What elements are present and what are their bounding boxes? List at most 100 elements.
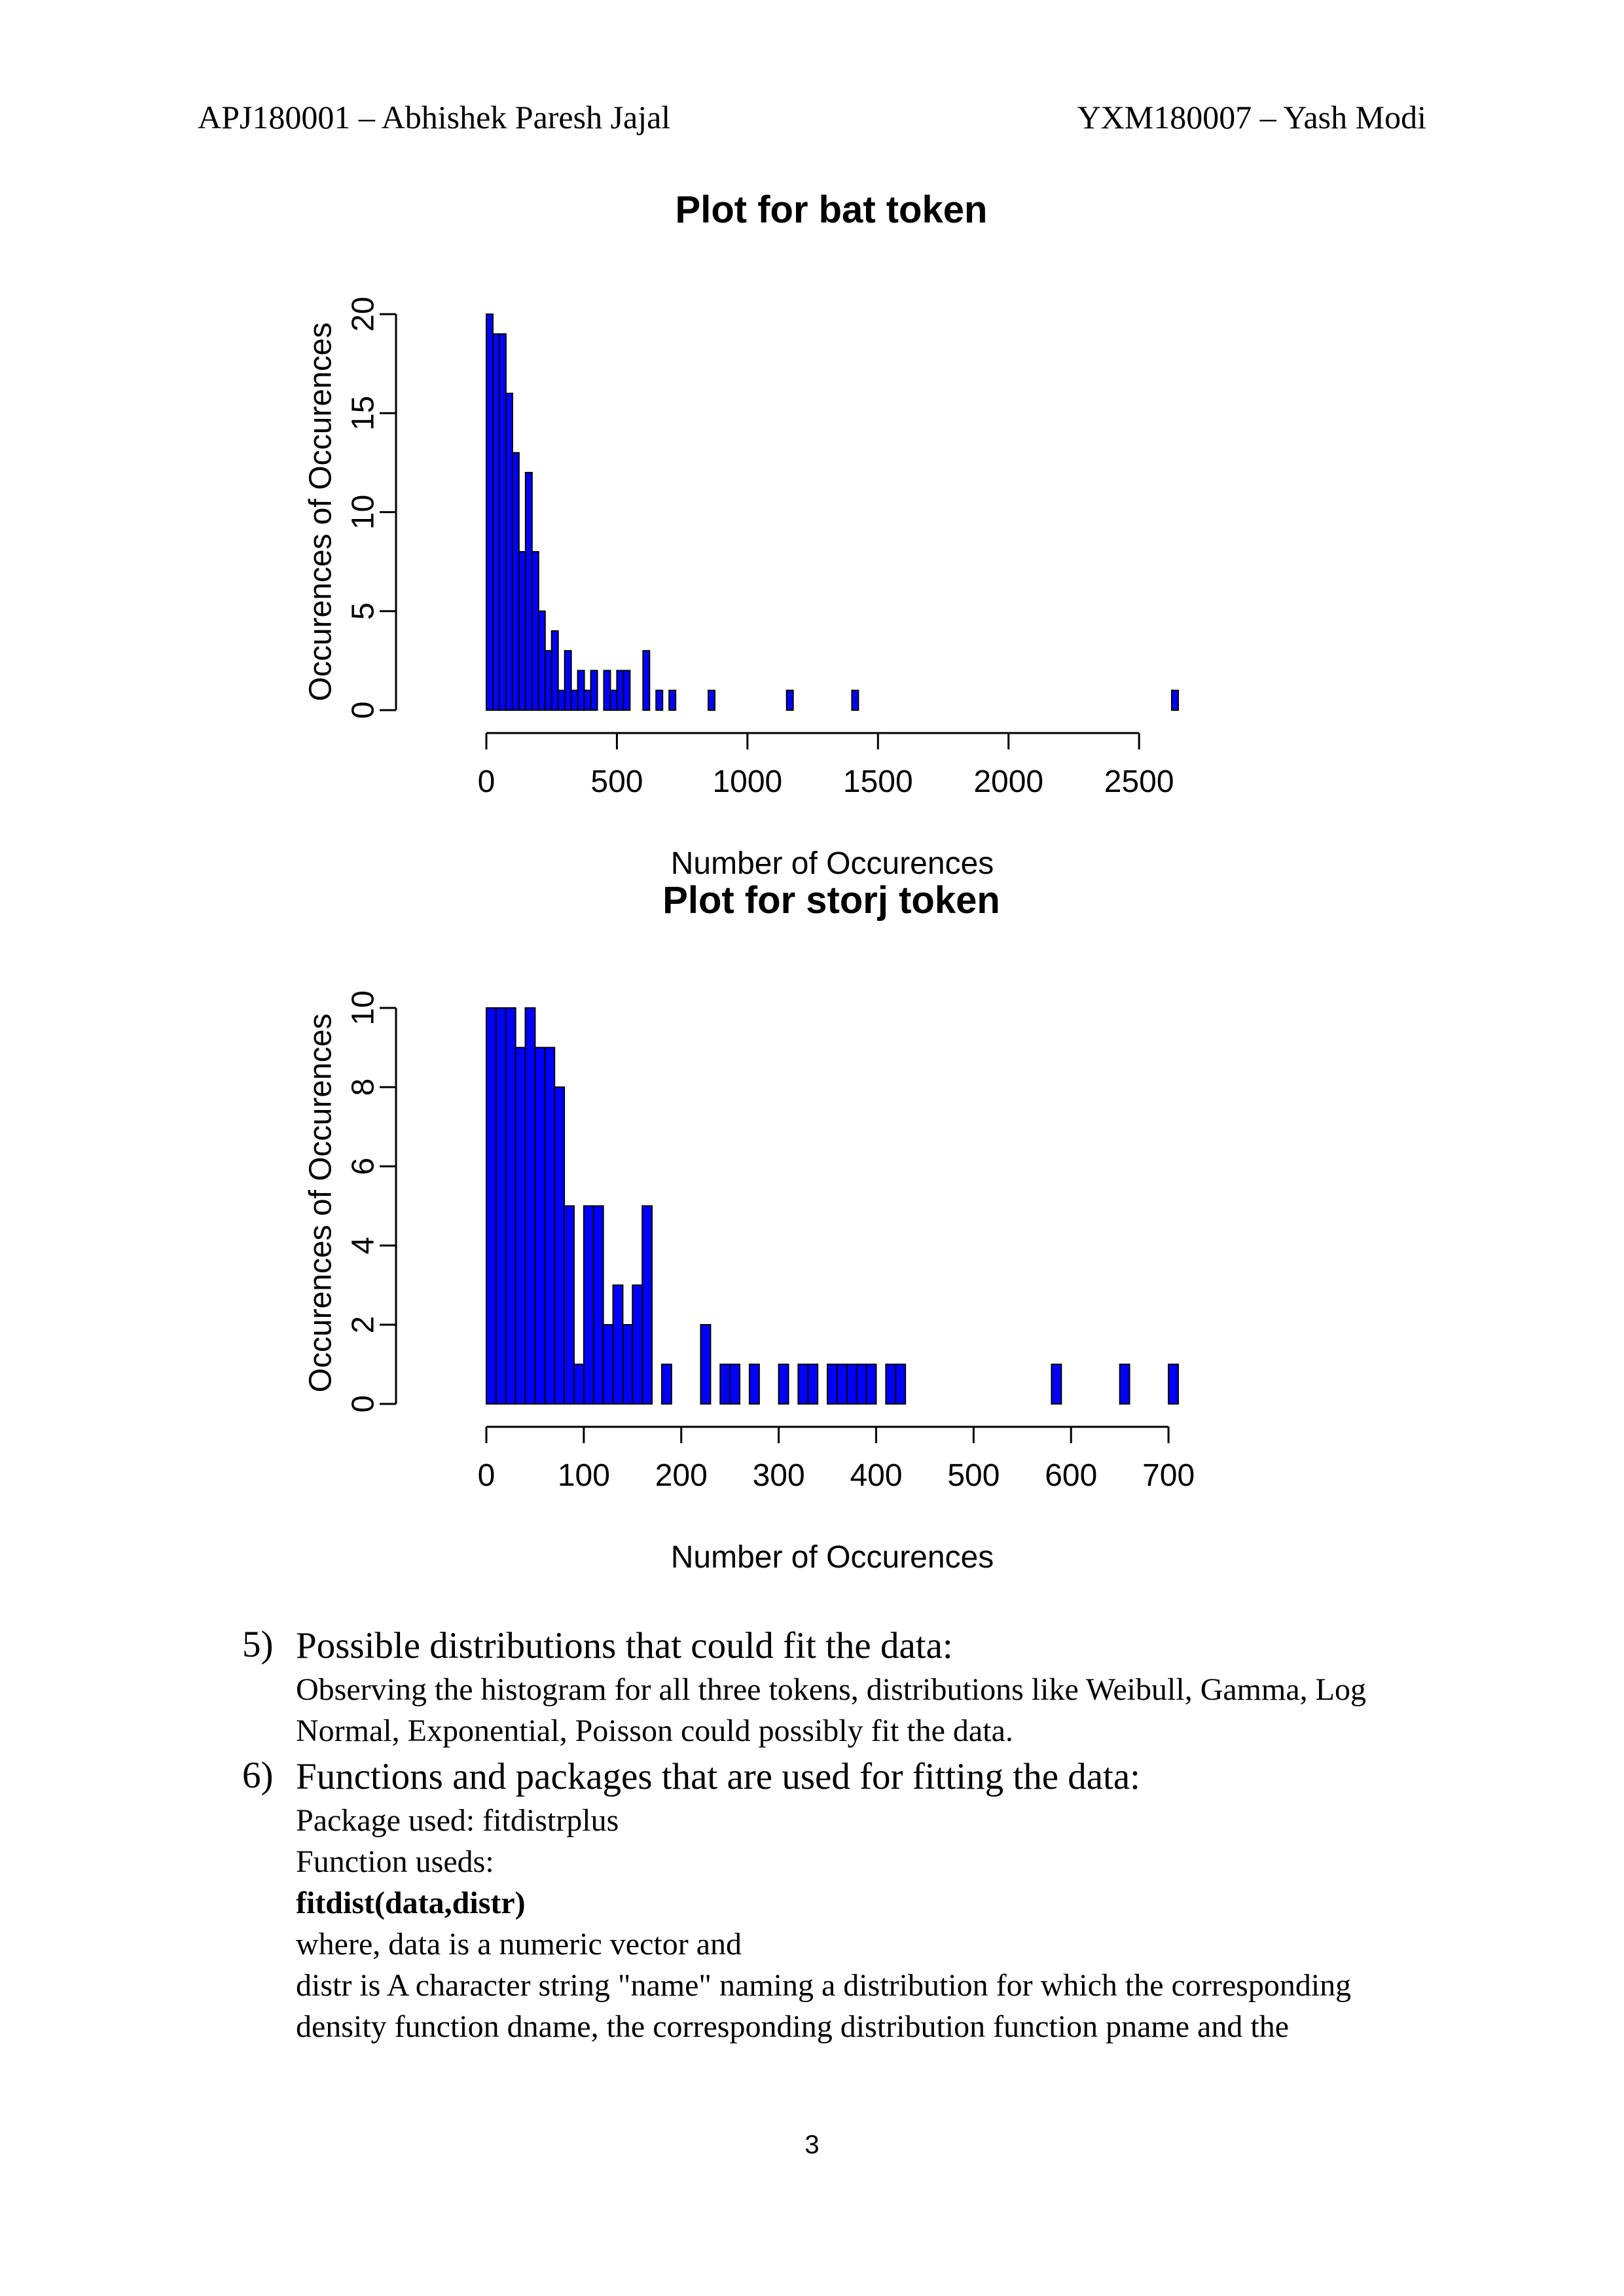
y-tick-label: 10	[346, 990, 381, 1025]
histogram-bar	[729, 1363, 741, 1405]
y-tick-label: 10	[346, 495, 381, 529]
histogram-bar	[668, 689, 677, 711]
y-tick-label: 4	[346, 1237, 381, 1255]
histogram-bar	[495, 1007, 507, 1405]
histogram-bar	[836, 1363, 848, 1405]
section-5-line-1: Observing the histogram for all three to…	[296, 1672, 1366, 1707]
chart-title: Plot for storj token	[662, 879, 1000, 922]
x-tick-label: 1000	[712, 764, 782, 799]
x-tick-label: 600	[1045, 1458, 1097, 1493]
y-tick-label: 8	[346, 1079, 381, 1096]
histogram-bar	[603, 670, 611, 711]
histogram-bar	[602, 1324, 614, 1405]
histogram-bar	[564, 650, 572, 711]
y-tick-label: 2	[346, 1316, 381, 1334]
x-tick-label: 2000	[973, 764, 1043, 799]
histogram-bar	[554, 1086, 566, 1405]
x-tick-label: 200	[655, 1458, 708, 1493]
histogram-bar	[505, 393, 513, 711]
y-axis-label: Occurences of Occurences	[304, 323, 338, 702]
histogram-bar	[592, 1205, 604, 1405]
histogram-bar	[865, 1363, 877, 1405]
section-5-line-2: Normal, Exponential, Poisson could possi…	[296, 1713, 1013, 1748]
section-5-title: Possible distributions that could fit th…	[296, 1625, 953, 1666]
histogram-bar	[616, 670, 624, 711]
histogram-bar	[550, 630, 559, 711]
histogram-bar	[609, 689, 618, 711]
histogram-bar	[1171, 689, 1180, 711]
chart-title: Plot for bat token	[676, 190, 988, 231]
histogram-bar	[534, 1047, 546, 1405]
histogram-bar	[612, 1284, 624, 1405]
histogram-bar	[655, 689, 664, 711]
histogram-bar	[895, 1363, 907, 1405]
histogram-bar	[486, 314, 494, 711]
histogram-bar	[719, 1363, 731, 1405]
histogram-bar	[856, 1363, 867, 1405]
page-number: 3	[804, 2130, 820, 2159]
body-text: 5) Possible distributions that could fit…	[242, 1623, 1434, 2047]
y-tick-label: 6	[346, 1158, 381, 1175]
x-tick-label: 2500	[1104, 764, 1174, 799]
section-6-number: 6)	[242, 1755, 274, 1796]
histogram-bar	[708, 689, 716, 711]
x-tick-label: 400	[850, 1458, 902, 1493]
histogram-bar	[544, 1047, 556, 1405]
section-5-number: 5)	[242, 1624, 274, 1665]
x-tick-label: 500	[947, 1458, 1000, 1493]
function-label-line: Function useds:	[296, 1844, 494, 1879]
histogram-bar	[570, 689, 579, 711]
histogram-bar	[524, 1007, 536, 1405]
x-axis-label: Number of Occurences	[671, 846, 994, 881]
histogram-bar	[557, 689, 566, 711]
histogram-bar	[660, 1363, 672, 1405]
histogram-bar	[1051, 1363, 1062, 1405]
histogram-bar	[827, 1363, 838, 1405]
histogram-bar	[486, 1007, 497, 1405]
histogram-bar	[583, 1205, 594, 1405]
histogram-bar	[778, 1363, 789, 1405]
package-line: Package used: fitdistrplus	[296, 1803, 619, 1838]
histogram-bar	[524, 472, 533, 711]
histogram-bar	[807, 1363, 819, 1405]
bat-token-histogram: Plot for bat token 0 5 10 15 20 0 500 1000 1500 20…	[304, 190, 1180, 881]
x-tick-label: 0	[478, 1458, 496, 1493]
x-tick-label: 700	[1142, 1458, 1195, 1493]
histogram-bar	[583, 689, 592, 711]
distr-param-line-2: density function dname, the correspondin…	[296, 2009, 1289, 2044]
histogram-bar	[537, 610, 546, 711]
y-tick-label: 20	[346, 296, 381, 331]
histogram-bar	[564, 1205, 575, 1405]
y-tick-label: 5	[346, 602, 381, 620]
histogram-bar	[885, 1363, 897, 1405]
histogram-bar	[573, 1363, 585, 1405]
section-6-title: Functions and packages that are used for…	[296, 1756, 1141, 1797]
histogram-bar	[641, 1205, 653, 1405]
histogram-bar	[505, 1007, 516, 1405]
header-right: YXM180007 – Yash Modi	[1077, 99, 1426, 135]
histogram-bar	[511, 452, 520, 711]
header-left: APJ180001 – Abhishek Paresh Jajal	[198, 99, 671, 135]
function-signature: fitdist(data,distr)	[296, 1886, 526, 1920]
x-tick-label: 300	[753, 1458, 805, 1493]
histogram-bar	[498, 333, 507, 711]
histogram-bar	[1119, 1363, 1130, 1405]
y-tick-label: 0	[346, 1395, 381, 1413]
x-tick-label: 100	[558, 1458, 610, 1493]
section-5: 5) Possible distributions that could fit…	[242, 1623, 1434, 1751]
distr-param-line-1: distr is A character string "name" namin…	[296, 1968, 1352, 2003]
y-tick-label: 15	[346, 396, 381, 431]
histogram-bar	[544, 650, 552, 711]
histogram-bar	[531, 551, 539, 711]
x-tick-label: 0	[478, 764, 496, 799]
histogram-bar	[577, 670, 585, 711]
histogram-bar	[632, 1284, 643, 1405]
data-param-line: where, data is a numeric vector and	[296, 1927, 742, 1962]
x-tick-label: 1500	[843, 764, 913, 799]
histogram-bar	[518, 551, 526, 711]
histogram-bar	[846, 1363, 857, 1405]
histogram-bar	[642, 650, 651, 711]
y-axis-label: Occurences of Occurences	[304, 1014, 338, 1393]
